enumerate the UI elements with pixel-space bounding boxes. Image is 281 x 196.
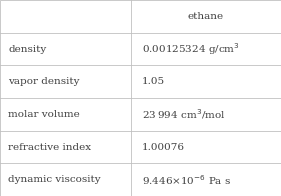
Text: molar volume: molar volume [8,110,80,119]
Text: 9.446×10$^{-6}$ Pa s: 9.446×10$^{-6}$ Pa s [142,173,231,187]
Text: 1.00076: 1.00076 [142,142,185,152]
Text: density: density [8,44,47,54]
Text: 23 994 cm$^3$/mol: 23 994 cm$^3$/mol [142,107,226,121]
Text: vapor density: vapor density [8,77,80,86]
Text: 1.05: 1.05 [142,77,165,86]
Text: ethane: ethane [188,12,224,21]
Text: refractive index: refractive index [8,142,92,152]
Text: dynamic viscosity: dynamic viscosity [8,175,101,184]
Text: 0.00125324 g/cm$^3$: 0.00125324 g/cm$^3$ [142,41,240,57]
